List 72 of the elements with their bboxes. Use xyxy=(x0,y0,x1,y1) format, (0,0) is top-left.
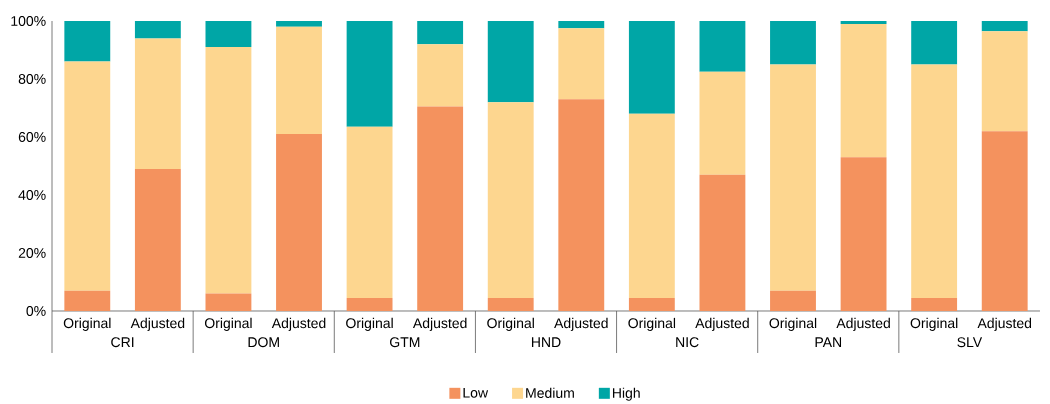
text: SLV xyxy=(957,337,983,348)
y-tick-label: 0% xyxy=(26,306,46,316)
bar xyxy=(770,64,816,291)
bar xyxy=(911,64,958,298)
x-tick-label: Adjusted xyxy=(412,317,467,331)
x-tick-label: Original xyxy=(628,317,676,331)
x-tick-label: Original xyxy=(910,317,958,331)
bar xyxy=(205,21,252,48)
bar xyxy=(205,47,252,294)
x-tick-label: Adjusted xyxy=(836,317,890,331)
bar xyxy=(64,21,111,62)
bar xyxy=(628,297,675,312)
y-tick-label: 60% xyxy=(18,132,46,142)
bar xyxy=(417,106,464,312)
bar xyxy=(64,290,111,312)
text: CRI xyxy=(111,337,134,348)
bar xyxy=(840,23,887,158)
bar xyxy=(134,21,181,39)
bar xyxy=(276,134,322,312)
bar xyxy=(346,126,393,298)
text: PAN xyxy=(815,337,842,348)
bar xyxy=(487,297,534,312)
bar xyxy=(840,157,887,312)
bar xyxy=(276,21,322,27)
bar xyxy=(981,21,1028,32)
text: HND xyxy=(531,337,561,348)
bar xyxy=(558,99,605,312)
text: NIC xyxy=(676,337,699,348)
bar xyxy=(134,38,181,169)
y-tick-label: 100% xyxy=(11,16,46,26)
text: DOM xyxy=(248,337,279,348)
bar xyxy=(346,21,393,127)
bar xyxy=(487,102,534,298)
bar xyxy=(628,113,675,298)
x-tick-label: Adjusted xyxy=(554,317,608,331)
bar xyxy=(417,44,464,107)
bar xyxy=(134,168,181,312)
bar xyxy=(417,21,464,45)
x-tick-label: Original xyxy=(769,317,817,331)
bar xyxy=(487,21,534,103)
bar xyxy=(64,61,111,291)
bar xyxy=(558,28,605,100)
bar xyxy=(205,293,252,312)
y-tick-label: 40% xyxy=(18,190,46,200)
bar xyxy=(981,131,1028,312)
bar xyxy=(911,21,958,65)
bar xyxy=(770,21,816,65)
x-tick-label: Adjusted xyxy=(695,317,749,331)
bar xyxy=(699,174,746,312)
x-tick-label: Adjusted xyxy=(271,317,326,331)
bar xyxy=(911,297,958,312)
y-tick-label: 20% xyxy=(18,248,46,258)
text: GTM xyxy=(390,337,420,348)
x-tick-label: Original xyxy=(487,317,534,331)
legend-label: Medium xyxy=(526,387,574,399)
bar xyxy=(558,21,605,29)
bar xyxy=(840,21,887,24)
x-tick-label: Original xyxy=(204,317,252,331)
bar xyxy=(770,290,816,312)
x-tick-label: Adjusted xyxy=(130,317,185,331)
legend-label: High xyxy=(612,387,640,401)
bar xyxy=(981,31,1028,132)
x-tick-label: Original xyxy=(63,317,111,331)
legend-label: Low xyxy=(463,387,489,398)
bar xyxy=(276,26,322,135)
x-tick-label: Original xyxy=(346,317,393,331)
bar xyxy=(628,21,675,114)
y-tick-label: 80% xyxy=(18,74,46,84)
bar xyxy=(346,297,393,312)
bar xyxy=(699,71,746,175)
x-tick-label: Adjusted xyxy=(977,317,1032,331)
bar xyxy=(699,21,746,72)
